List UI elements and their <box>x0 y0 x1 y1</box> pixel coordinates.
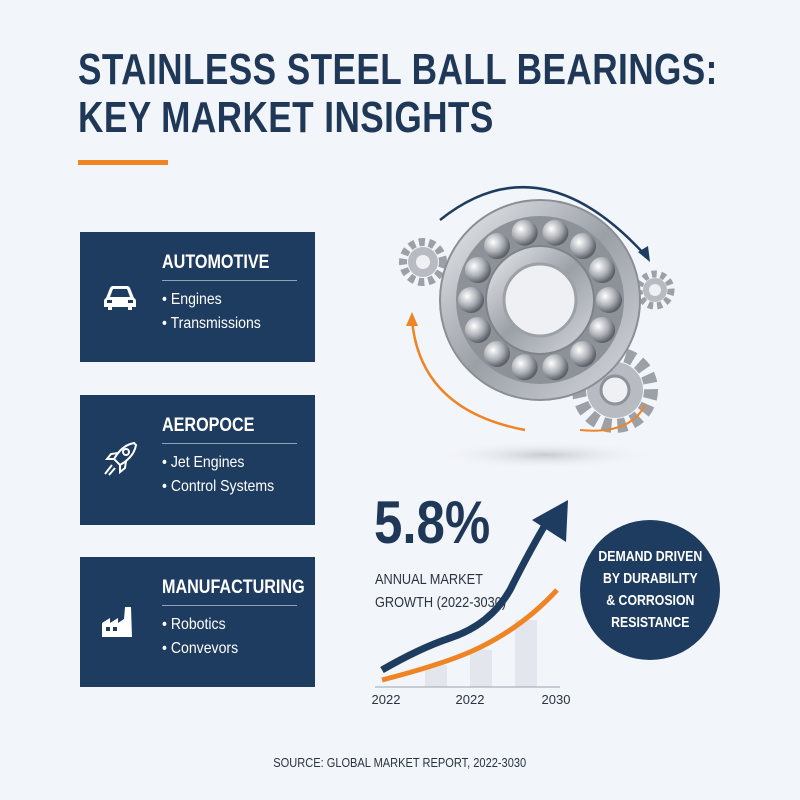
gear-icon <box>635 270 675 310</box>
arrowhead <box>532 500 568 542</box>
divider <box>162 605 297 606</box>
balls <box>458 219 622 381</box>
ball <box>464 257 491 284</box>
callout-line: & CORROSION <box>605 592 695 609</box>
list-item: Jet Engines <box>162 451 274 475</box>
ball <box>511 219 538 246</box>
navy-trend-arrow <box>380 518 552 674</box>
bar <box>470 650 492 687</box>
ball <box>589 257 616 284</box>
growth-label: ANNUAL MARKET GROWTH (2022-3030) <box>375 568 506 614</box>
callout-circle: DEMAND DRIVEN BY DURABILITY & CORROSION … <box>580 520 720 660</box>
gear-icon <box>399 238 447 286</box>
ball <box>464 316 491 343</box>
bore <box>502 262 578 338</box>
x-tick-label: 2022 <box>455 692 485 707</box>
arrowhead <box>406 312 418 326</box>
title-line-2: KEY MARKET INSIGHTS <box>78 93 494 142</box>
divider <box>162 443 297 444</box>
bar <box>425 665 447 687</box>
sector-title: AUTOMOTIVE <box>162 252 270 273</box>
rotation-arrow <box>579 404 646 432</box>
growth-label-line: ANNUAL MARKET <box>375 571 483 588</box>
ball <box>483 233 510 260</box>
list-item: Engines <box>162 288 261 312</box>
title-line-1: STAINLESS STEEL BALL BEARINGS: <box>78 45 718 94</box>
accent-bar <box>78 160 168 165</box>
factory-icon <box>102 607 132 637</box>
ball <box>589 316 616 343</box>
sector-card-automotive: AUTOMOTIVE Engines Transmissions <box>80 232 315 362</box>
callout-line: BY DURABILITY <box>602 570 698 587</box>
sector-title: AEROPOCE <box>162 415 255 436</box>
growth-chart <box>375 500 568 688</box>
source-text: SOURCE: GLOBAL MARKET REPORT, 2022-3030 <box>273 755 527 770</box>
list-item: Control Systems <box>162 475 274 499</box>
sector-list: Engines Transmissions <box>162 288 261 336</box>
list-item: Convevors <box>162 637 238 661</box>
x-tick-label: 2030 <box>541 692 571 707</box>
growth-label-line: GROWTH (2022-3030) <box>375 594 507 611</box>
ball <box>458 287 484 313</box>
list-item: Transmissions <box>162 312 261 336</box>
ball <box>570 233 597 260</box>
divider <box>162 280 297 281</box>
source-note: SOURCE: GLOBAL MARKET REPORT, 2022-3030 <box>0 755 800 770</box>
page-title: STAINLESS STEEL BALL BEARINGS: KEY MARKE… <box>78 46 718 142</box>
x-tick-label: 2022 <box>371 692 401 707</box>
car-icon <box>104 286 136 310</box>
rotation-arrow <box>439 185 646 256</box>
rotation-arrow <box>410 319 526 432</box>
sector-list: Robotics Convevors <box>162 613 238 661</box>
list-item: Robotics <box>162 613 238 637</box>
bearing-illustration <box>399 185 675 469</box>
callout-line: RESISTANCE <box>610 614 690 631</box>
orange-trend-line <box>381 588 559 683</box>
callout-text: DEMAND DRIVEN BY DURABILITY & CORROSION … <box>598 546 702 634</box>
rocket-icon <box>104 441 138 476</box>
shadow <box>435 441 655 469</box>
ball <box>511 354 538 381</box>
growth-rate: 5.8% <box>374 489 491 556</box>
sector-title: MANUFACTURING <box>162 577 305 598</box>
bar <box>515 620 537 687</box>
ball <box>542 219 569 246</box>
sector-card-aerospace: AEROPOCE Jet Engines Control Systems <box>80 395 315 525</box>
ball <box>483 340 510 367</box>
arrowhead <box>638 246 650 262</box>
callout-line: DEMAND DRIVEN <box>598 548 702 565</box>
ball <box>542 354 569 381</box>
sector-card-manufacturing: MANUFACTURING Robotics Convevors <box>80 557 315 687</box>
ball <box>570 340 597 367</box>
ball <box>596 287 622 313</box>
sector-list: Jet Engines Control Systems <box>162 451 274 499</box>
